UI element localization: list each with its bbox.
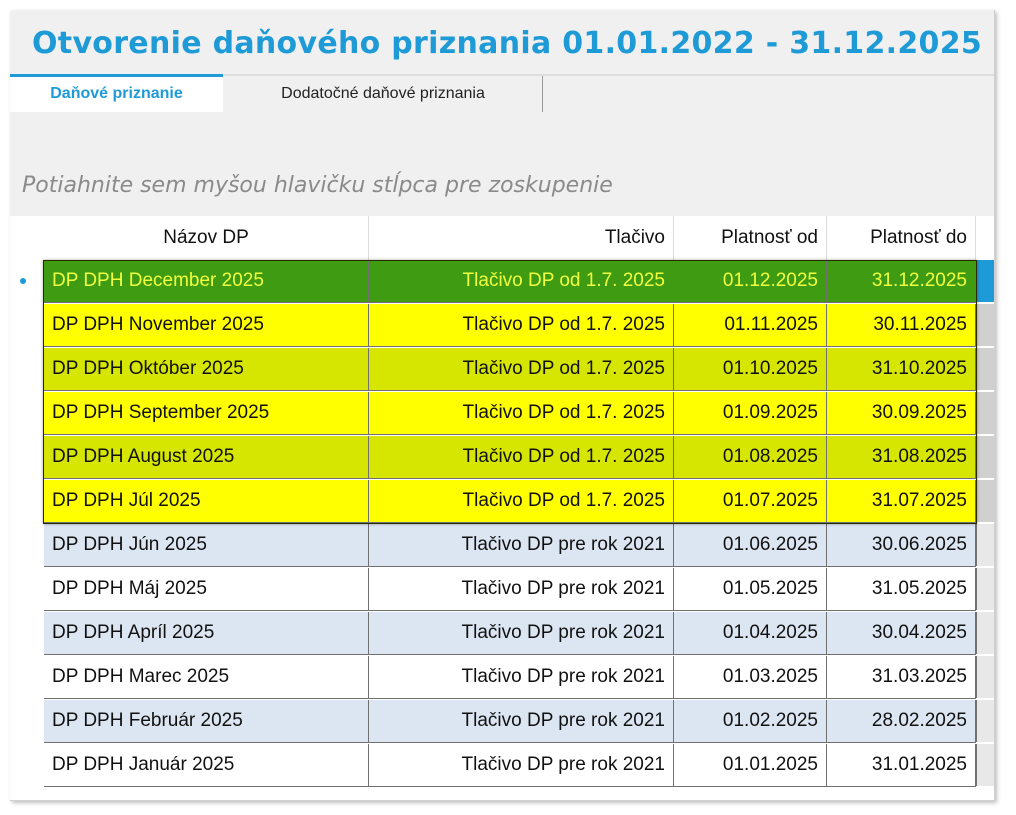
cell-platnost-do[interactable]: 31.08.2025 xyxy=(827,436,976,478)
column-header-platnost-do[interactable]: Platnosť do xyxy=(827,216,976,260)
cell-platnost-od[interactable]: 01.05.2025 xyxy=(674,568,827,610)
cell-tlacivo[interactable]: Tlačivo DP pre rok 2021 xyxy=(369,568,674,610)
cell-tlacivo[interactable]: Tlačivo DP od 1.7. 2025 xyxy=(369,392,674,434)
cell-tlacivo[interactable]: Tlačivo DP od 1.7. 2025 xyxy=(369,348,674,390)
cell-nazov-dp[interactable]: DP DPH Október 2025 xyxy=(44,348,369,390)
cell-platnost-od[interactable]: 01.06.2025 xyxy=(674,524,827,566)
cell-platnost-od[interactable]: 01.04.2025 xyxy=(674,612,827,654)
cell-nazov-dp[interactable]: DP DPH September 2025 xyxy=(44,392,369,434)
table-row[interactable]: DP DPH November 2025 Tlačivo DP od 1.7. 2… xyxy=(44,304,976,347)
cell-tlacivo[interactable]: Tlačivo DP pre rok 2021 xyxy=(369,656,674,698)
row-marker xyxy=(976,524,994,566)
cell-nazov-dp[interactable]: DP DPH Jún 2025 xyxy=(44,524,369,566)
row-marker xyxy=(976,392,994,434)
tab-dodatocne-danove-priznania[interactable]: Dodatočné daňové priznania xyxy=(224,76,543,112)
table-row[interactable]: DP DPH Apríl 2025 Tlačivo DP pre rok 2021… xyxy=(44,612,976,655)
cell-platnost-do[interactable]: 31.12.2025 xyxy=(827,260,976,302)
row-marker xyxy=(976,348,994,390)
cell-platnost-od[interactable]: 01.01.2025 xyxy=(674,744,827,786)
cell-nazov-dp[interactable]: DP DPH November 2025 xyxy=(44,304,369,346)
cell-tlacivo[interactable]: Tlačivo DP pre rok 2021 xyxy=(369,524,674,566)
tab-bar-divider xyxy=(10,74,994,76)
cell-platnost-do[interactable]: 30.09.2025 xyxy=(827,392,976,434)
cell-platnost-do[interactable]: 30.06.2025 xyxy=(827,524,976,566)
tax-returns-grid: Názov DP Tlačivo Platnosť od Platnosť do… xyxy=(10,216,994,800)
cell-platnost-do[interactable]: 30.11.2025 xyxy=(827,304,976,346)
column-header-nazov-dp[interactable]: Názov DP xyxy=(44,216,369,260)
table-row[interactable]: DP DPH Marec 2025 Tlačivo DP pre rok 2021… xyxy=(44,656,976,699)
cell-nazov-dp[interactable]: DP DPH Február 2025 xyxy=(44,700,369,742)
cell-platnost-od[interactable]: 01.07.2025 xyxy=(674,480,827,522)
cell-platnost-do[interactable]: 31.10.2025 xyxy=(827,348,976,390)
table-row[interactable]: DP DPH Február 2025 Tlačivo DP pre rok 20… xyxy=(44,700,976,743)
row-marker xyxy=(976,480,994,522)
cell-nazov-dp[interactable]: DP DPH August 2025 xyxy=(44,436,369,478)
cell-platnost-od[interactable]: 01.08.2025 xyxy=(674,436,827,478)
cell-nazov-dp[interactable]: DP DPH December 2025 xyxy=(44,260,369,302)
column-header-platnost-od[interactable]: Platnosť od xyxy=(674,216,827,260)
table-row[interactable]: DP DPH Október 2025 Tlačivo DP od 1.7. 20… xyxy=(44,348,976,391)
cell-nazov-dp[interactable]: DP DPH Júl 2025 xyxy=(44,480,369,522)
table-row[interactable]: DP DPH Máj 2025 Tlačivo DP pre rok 2021 01… xyxy=(44,568,976,611)
cell-platnost-do[interactable]: 28.02.2025 xyxy=(827,700,976,742)
cell-tlacivo[interactable]: Tlačivo DP pre rok 2021 xyxy=(369,700,674,742)
tab-danove-priznanie[interactable]: Daňové priznanie xyxy=(10,76,223,112)
cell-platnost-do[interactable]: 31.07.2025 xyxy=(827,480,976,522)
cell-platnost-od[interactable]: 01.12.2025 xyxy=(674,260,827,302)
active-tab-indicator xyxy=(10,74,223,77)
column-header-tlacivo[interactable]: Tlačivo xyxy=(369,216,674,260)
cell-platnost-od[interactable]: 01.02.2025 xyxy=(674,700,827,742)
cell-platnost-do[interactable]: 31.03.2025 xyxy=(827,656,976,698)
cell-nazov-dp[interactable]: DP DPH Máj 2025 xyxy=(44,568,369,610)
cell-tlacivo[interactable]: Tlačivo DP pre rok 2021 xyxy=(369,744,674,786)
cell-platnost-od[interactable]: 01.09.2025 xyxy=(674,392,827,434)
cell-tlacivo[interactable]: Tlačivo DP od 1.7. 2025 xyxy=(369,436,674,478)
cell-platnost-od[interactable]: 01.11.2025 xyxy=(674,304,827,346)
group-by-drop-area[interactable]: Potiahnite sem myšou hlavičku stĺpca pre… xyxy=(22,173,613,198)
cell-platnost-od[interactable]: 01.10.2025 xyxy=(674,348,827,390)
table-row[interactable]: DP DPH December 2025 Tlačivo DP od 1.7. 2… xyxy=(44,260,976,303)
tab-bar: Daňové priznanie Dodatočné daňové prizna… xyxy=(10,74,994,114)
cell-tlacivo[interactable]: Tlačivo DP od 1.7. 2025 xyxy=(369,480,674,522)
row-marker xyxy=(976,304,994,346)
cell-platnost-do[interactable]: 30.04.2025 xyxy=(827,612,976,654)
row-marker xyxy=(976,656,994,698)
cell-nazov-dp[interactable]: DP DPH Január 2025 xyxy=(44,744,369,786)
cell-platnost-do[interactable]: 31.01.2025 xyxy=(827,744,976,786)
table-row[interactable]: DP DPH September 2025 Tlačivo DP od 1.7. … xyxy=(44,392,976,435)
cell-tlacivo[interactable]: Tlačivo DP od 1.7. 2025 xyxy=(369,304,674,346)
cell-tlacivo[interactable]: Tlačivo DP pre rok 2021 xyxy=(369,612,674,654)
row-marker xyxy=(976,568,994,610)
current-row-indicator xyxy=(20,278,26,284)
row-marker xyxy=(976,612,994,654)
page-title: Otvorenie daňového priznania 01.01.2022 … xyxy=(32,26,983,61)
row-marker xyxy=(976,260,994,302)
table-row[interactable]: DP DPH Júl 2025 Tlačivo DP od 1.7. 2025 01… xyxy=(44,480,976,523)
cell-nazov-dp[interactable]: DP DPH Apríl 2025 xyxy=(44,612,369,654)
row-marker xyxy=(976,436,994,478)
cell-platnost-do[interactable]: 31.05.2025 xyxy=(827,568,976,610)
row-marker xyxy=(976,744,994,786)
cell-tlacivo[interactable]: Tlačivo DP od 1.7. 2025 xyxy=(369,260,674,302)
row-marker xyxy=(976,700,994,742)
table-row[interactable]: DP DPH Jún 2025 Tlačivo DP pre rok 2021 01… xyxy=(44,524,976,567)
table-row[interactable]: DP DPH Január 2025 Tlačivo DP pre rok 202… xyxy=(44,744,976,787)
grid-header: Názov DP Tlačivo Platnosť od Platnosť do xyxy=(44,216,994,261)
dialog-window: Otvorenie daňového priznania 01.01.2022 … xyxy=(10,10,995,801)
cell-platnost-od[interactable]: 01.03.2025 xyxy=(674,656,827,698)
cell-nazov-dp[interactable]: DP DPH Marec 2025 xyxy=(44,656,369,698)
table-row[interactable]: DP DPH August 2025 Tlačivo DP od 1.7. 202… xyxy=(44,436,976,479)
